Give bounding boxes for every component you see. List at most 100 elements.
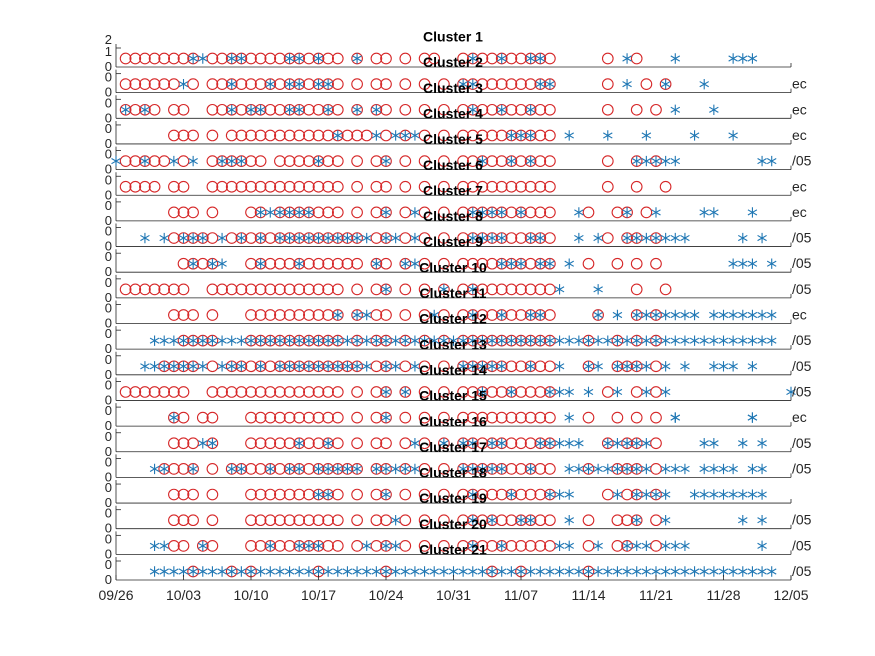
circle-marker (380, 78, 392, 90)
asterisk-marker (352, 361, 362, 372)
circle-marker (524, 155, 537, 167)
circle-marker (495, 437, 508, 450)
circle-marker (534, 206, 547, 219)
panel-y-tick-label: 0 (105, 429, 112, 444)
asterisk-marker (468, 335, 478, 346)
circle-marker (139, 180, 151, 193)
asterisk-marker (631, 155, 642, 167)
circle-marker (264, 232, 277, 244)
circle-marker (466, 103, 479, 116)
circle-marker (418, 463, 431, 475)
circle-marker (466, 283, 479, 296)
asterisk-marker (236, 335, 247, 346)
asterisk-marker (641, 155, 652, 167)
asterisk-marker (680, 309, 690, 321)
asterisk-marker (545, 489, 555, 500)
asterisk-marker (188, 463, 198, 475)
asterisk-marker (631, 361, 642, 372)
asterisk-marker (400, 130, 411, 141)
circle-marker (534, 180, 547, 193)
circle-marker (283, 180, 296, 193)
circle-marker (254, 78, 267, 90)
circle-marker (380, 206, 392, 219)
circle-marker (515, 539, 527, 552)
circle-marker (322, 309, 334, 321)
x-axis: 09/26 10/03 10/10 10/17 10/24 10/31 11/07 11/14… (98, 575, 809, 603)
circle-marker (264, 129, 277, 142)
circle-marker (438, 411, 450, 424)
circle-marker (331, 386, 344, 398)
circle-marker (524, 103, 537, 116)
circle-marker (283, 437, 296, 450)
circle-marker (235, 103, 248, 116)
asterisk-marker (496, 463, 507, 475)
circle-marker (303, 334, 315, 347)
circle-marker (534, 283, 547, 296)
circle-marker (293, 257, 306, 270)
asterisk-marker (545, 258, 555, 269)
circle-marker (283, 539, 296, 552)
asterisk-marker (709, 335, 719, 346)
asterisk-marker (468, 540, 478, 552)
circle-marker (254, 180, 267, 193)
circle-marker (293, 206, 306, 219)
circle-marker (139, 386, 151, 398)
asterisk-marker (699, 335, 709, 346)
circle-marker (466, 360, 479, 373)
asterisk-marker (487, 207, 497, 218)
circle-marker (630, 386, 643, 398)
asterisk-marker (641, 232, 652, 244)
circle-marker (399, 514, 412, 527)
circle-marker (322, 437, 334, 450)
circle-marker (196, 334, 209, 347)
circle-marker (457, 334, 469, 347)
circle-marker (380, 411, 392, 424)
circle-marker (331, 283, 344, 296)
circle-marker (312, 232, 325, 244)
circle-marker (196, 232, 209, 244)
circle-marker (283, 488, 296, 501)
circle-marker (418, 180, 431, 193)
circle-marker (187, 78, 199, 90)
asterisk-marker (352, 104, 362, 115)
asterisk-marker (757, 515, 767, 526)
panel-y-tick-label: 0 (105, 444, 112, 459)
circle-marker (351, 78, 363, 90)
circle-marker (206, 463, 219, 475)
asterisk-marker (728, 489, 738, 500)
circle-marker (293, 232, 306, 244)
circle-marker (351, 257, 363, 270)
circle-marker (119, 78, 132, 90)
panel-y-tick-label: 0 (105, 403, 112, 418)
circle-marker (621, 463, 633, 475)
asterisk-marker (699, 207, 709, 218)
circle-marker (476, 386, 489, 398)
circle-marker (293, 463, 306, 475)
asterisk-marker (583, 386, 594, 398)
circle-marker (601, 386, 614, 398)
asterisk-marker (747, 207, 758, 218)
circle-marker (129, 52, 142, 65)
circle-marker (515, 283, 527, 296)
circle-marker (370, 514, 383, 527)
circle-marker (168, 514, 180, 527)
asterisk-marker (747, 258, 758, 269)
circle-marker (283, 463, 296, 475)
asterisk-marker (574, 335, 584, 346)
circle-marker (582, 334, 595, 347)
asterisk-marker (709, 361, 719, 372)
asterisk-marker (294, 566, 304, 577)
panel-y-tick-label: 0 (105, 290, 112, 305)
asterisk-marker (496, 438, 507, 449)
asterisk-marker (583, 463, 594, 475)
circle-marker (168, 232, 180, 244)
circle-marker (177, 309, 190, 321)
asterisk-marker (468, 309, 478, 321)
x-tick-label: 10/17 (301, 587, 336, 603)
circle-marker (187, 488, 199, 501)
asterisk-marker (670, 232, 681, 244)
circle-marker (245, 180, 257, 193)
asterisk-marker (641, 130, 652, 141)
